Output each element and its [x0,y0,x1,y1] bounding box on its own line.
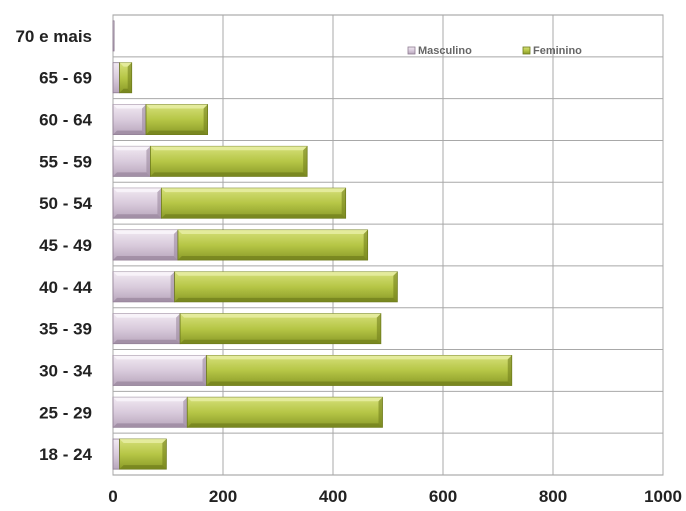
legend-label: Feminino [533,45,582,57]
category-label: 25 - 29 [39,403,92,422]
legend-item-feminino: Feminino [522,45,582,57]
bar-masculino-70emais [112,20,115,52]
category-label: 50 - 54 [39,194,92,213]
category-label: 70 e mais [15,27,92,46]
bar-masculino-65-69 [112,62,120,94]
legend-swatch [407,46,416,55]
category-label: 40 - 44 [39,278,92,297]
bar-feminino-45-49 [177,229,369,261]
bar-feminino-40-44 [174,271,398,303]
bar-masculino-45-49 [112,229,179,261]
value-axis-labels: 0 200 400 600 800 1000 [108,487,682,506]
bars [112,20,513,470]
x-tick-label: 400 [319,487,347,506]
legend-swatch [522,46,531,55]
bar-masculino-25-29 [112,396,188,428]
category-label: 60 - 64 [39,111,92,130]
bar-masculino-30-34 [112,354,207,386]
bar-masculino-18-24 [112,438,120,470]
x-tick-label: 0 [108,487,117,506]
bar-masculino-50-54 [112,187,162,219]
x-tick-label: 600 [429,487,457,506]
bar-masculino-35-39 [112,313,181,345]
bar-feminino-65-69 [119,62,133,94]
x-tick-label: 200 [209,487,237,506]
category-label: 35 - 39 [39,320,92,339]
category-label: 30 - 34 [39,361,92,380]
x-tick-label: 800 [539,487,567,506]
bar-masculino-55-59 [112,145,151,177]
category-label: 55 - 59 [39,152,92,171]
category-axis-labels: 18 - 24 25 - 29 30 - 34 35 - 39 40 - 44 45 - … [15,27,92,464]
bar-masculino-60-64 [112,104,147,135]
bar-feminino-35-39 [179,313,382,345]
bar-feminino-25-29 [186,396,383,428]
category-label: 45 - 49 [39,236,92,255]
x-tick-label: 1000 [644,487,682,506]
bar-feminino-50-54 [160,187,347,219]
category-label: 18 - 24 [39,445,92,464]
bar-masculino-40-44 [112,271,175,303]
bar-feminino-55-59 [149,145,308,177]
legend-item-masculino: Masculino [407,45,472,57]
bar-feminino-18-24 [119,438,167,470]
bar-feminino-60-64 [145,104,208,135]
bar-feminino-30-34 [206,354,513,386]
category-label: 65 - 69 [39,69,92,88]
legend: Masculino Feminino [407,45,582,57]
legend-label: Masculino [418,45,472,57]
